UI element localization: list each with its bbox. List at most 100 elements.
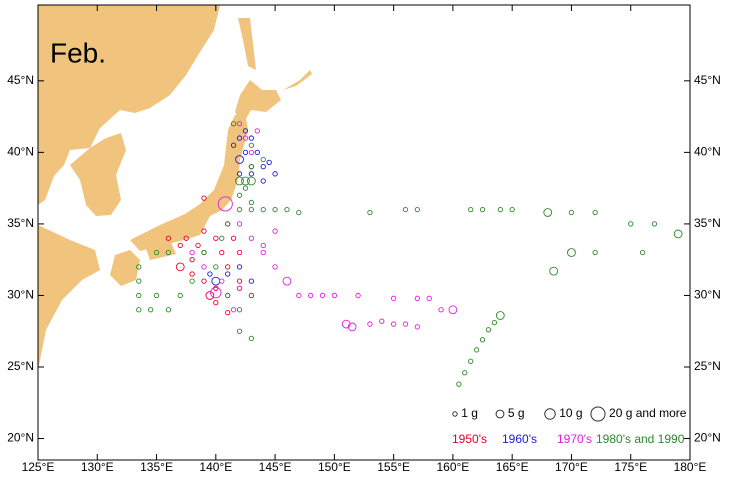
- catch-point: [189, 278, 195, 284]
- catch-point: [296, 209, 302, 216]
- catch-point: [479, 337, 486, 343]
- catch-point: [136, 292, 142, 299]
- catch-point: [282, 276, 292, 286]
- catch-point: [367, 209, 373, 216]
- catch-point: [296, 292, 302, 299]
- x-tick-label: 155°E: [377, 460, 410, 474]
- catch-point: [248, 142, 255, 148]
- catch-point: [189, 249, 195, 256]
- legend-size-label: 20 g and more: [609, 406, 687, 420]
- catch-point: [219, 235, 225, 241]
- catch-point: [260, 178, 266, 184]
- catch-point: [367, 321, 373, 327]
- catch-point: [153, 249, 160, 256]
- catch-point: [266, 159, 272, 166]
- catch-point: [175, 262, 185, 272]
- catch-point: [254, 149, 260, 156]
- catch-point: [225, 309, 231, 316]
- catch-point: [509, 206, 515, 213]
- catch-point: [236, 278, 243, 284]
- catch-point: [254, 128, 260, 134]
- catch-point: [402, 206, 409, 213]
- catch-point: [225, 264, 231, 270]
- catch-point: [235, 155, 244, 164]
- catch-point: [448, 305, 458, 315]
- catch-point: [491, 319, 498, 326]
- catch-point: [230, 307, 237, 313]
- catch-point: [201, 264, 207, 270]
- x-tick-label: 130°E: [81, 460, 114, 474]
- catch-point: [456, 381, 462, 387]
- legend-size-label: 10 g: [559, 406, 582, 420]
- catch-point: [272, 171, 278, 177]
- y-tick-label: 30°N: [694, 288, 721, 302]
- catch-point: [201, 278, 207, 284]
- catch-point: [242, 149, 249, 156]
- catch-point: [236, 135, 243, 141]
- land: [38, 5, 312, 370]
- catch-point: [236, 307, 243, 313]
- legend-size-label: 5 g: [508, 406, 525, 420]
- legend-size-label: 1 g: [461, 406, 478, 420]
- catch-point: [219, 249, 225, 256]
- catch-point: [495, 311, 505, 320]
- y-tick-label: 35°N: [7, 216, 34, 230]
- catch-point: [347, 322, 357, 332]
- catch-point: [479, 206, 486, 213]
- catch-point: [201, 195, 207, 201]
- catch-point: [543, 208, 553, 217]
- catch-point: [242, 135, 249, 141]
- catch-point: [390, 295, 397, 301]
- catch-point: [236, 171, 243, 177]
- catch-point: [236, 249, 243, 256]
- catch-point: [248, 235, 255, 241]
- catch-point: [219, 278, 225, 284]
- catch-point: [260, 206, 266, 213]
- catch-point: [260, 164, 266, 170]
- catch-point: [567, 248, 576, 257]
- legend-size-symbol: [452, 411, 458, 417]
- y-tick-label: 25°N: [7, 359, 34, 373]
- catch-point: [592, 249, 598, 256]
- legend-entry: 1950's: [452, 432, 487, 446]
- catch-point: [628, 221, 634, 227]
- x-tick-label: 170°E: [555, 460, 588, 474]
- legend-entry: 1970's: [557, 432, 592, 446]
- catch-point: [165, 307, 172, 313]
- catch-point: [236, 264, 243, 270]
- catch-point: [211, 276, 221, 286]
- catch-point: [485, 327, 492, 333]
- catch-point: [248, 292, 255, 299]
- x-tick-label: 140°E: [199, 460, 232, 474]
- catch-point: [236, 221, 243, 227]
- catch-point: [165, 249, 172, 256]
- catch-point: [236, 121, 243, 127]
- catch-point: [230, 235, 237, 241]
- legend-size-symbol: [590, 406, 606, 422]
- catch-point: [426, 295, 432, 301]
- catch-point: [136, 264, 142, 270]
- y-tick-label: 45°N: [694, 73, 721, 87]
- catch-point: [284, 206, 290, 213]
- catch-point: [195, 242, 201, 249]
- catch-point: [242, 128, 249, 134]
- y-tick-label: 30°N: [7, 288, 34, 302]
- y-tick-label: 20°N: [7, 431, 34, 445]
- catch-point: [402, 321, 409, 327]
- catch-point: [260, 242, 266, 249]
- catch-point: [248, 149, 255, 156]
- catch-point: [213, 299, 219, 306]
- x-tick-label: 125°E: [22, 460, 55, 474]
- catch-point: [592, 209, 598, 216]
- catch-point: [213, 264, 219, 270]
- catch-point: [205, 291, 215, 300]
- catch-point: [248, 335, 255, 342]
- legend-size-symbol: [495, 409, 505, 419]
- catch-point: [379, 318, 385, 324]
- catch-point: [207, 271, 213, 277]
- catch-point: [319, 292, 326, 299]
- catch-point: [248, 135, 255, 141]
- catch-point: [414, 324, 420, 330]
- chart-title: Feb.: [50, 37, 106, 68]
- catch-point: [468, 206, 474, 213]
